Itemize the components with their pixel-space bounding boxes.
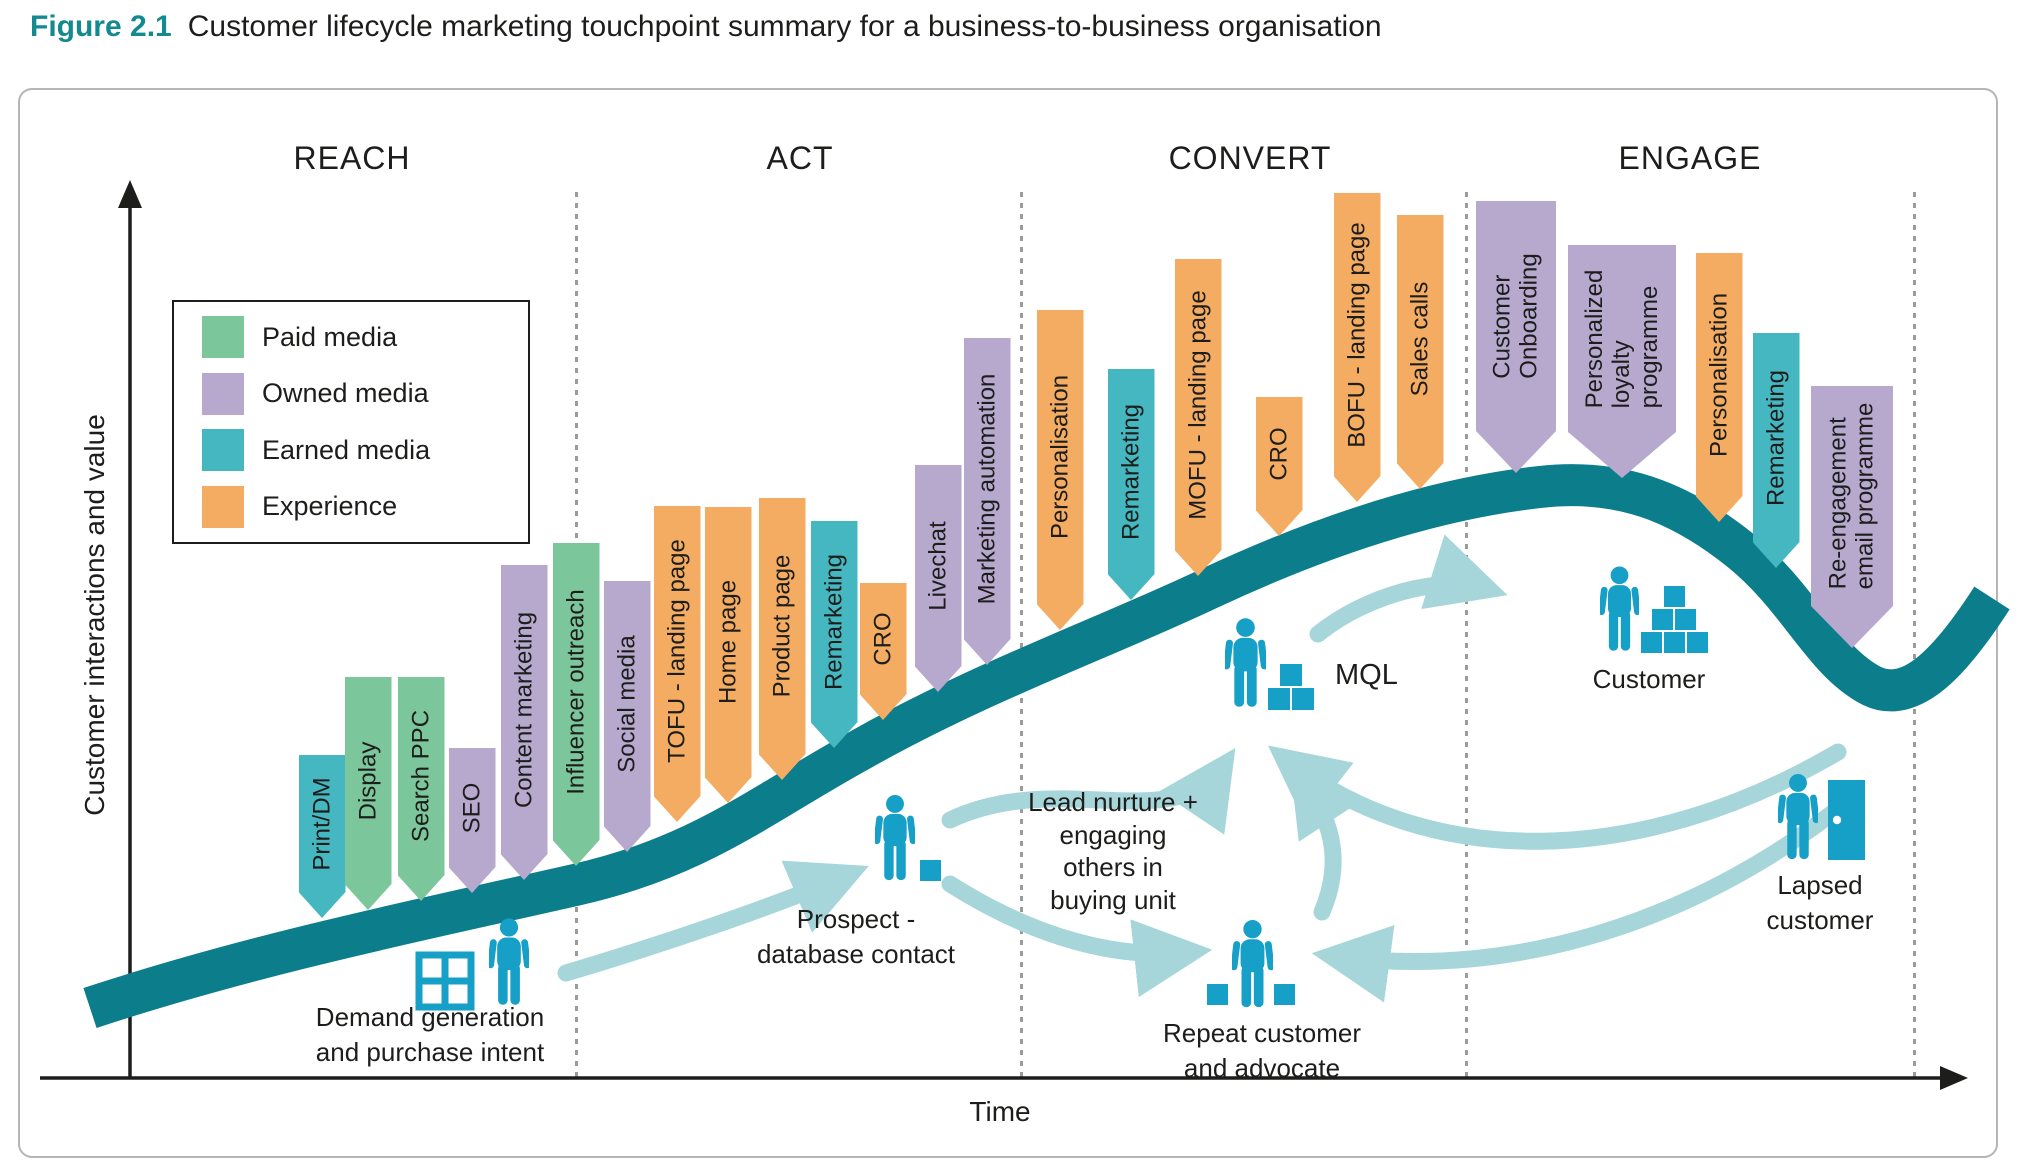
touchpoint-banner: MOFU - landing page bbox=[1175, 259, 1222, 576]
touchpoint-banner: Re-engagement email programme bbox=[1811, 386, 1893, 648]
legend-label: Experience bbox=[262, 491, 398, 522]
touchpoint-banner: Search PPC bbox=[398, 677, 445, 901]
legend-item: Experience bbox=[202, 485, 528, 528]
touchpoint-label: Content marketing bbox=[510, 611, 538, 808]
touchpoint-banner: CRO bbox=[1256, 397, 1303, 536]
phase-header-convert: CONVERT bbox=[1168, 140, 1332, 176]
actor-label-demand-generation: Demand generation and purchase intent bbox=[315, 1002, 545, 1068]
touchpoint-label: Home page bbox=[714, 579, 742, 705]
touchpoint-label: BOFU - landing page bbox=[1343, 221, 1371, 448]
phase-header-engage: ENGAGE bbox=[1618, 140, 1762, 176]
legend-swatch-owned bbox=[202, 372, 244, 415]
touchpoint-banner: Personalized loyalty programme bbox=[1568, 245, 1676, 478]
touchpoint-banner: Remarketing bbox=[1753, 333, 1800, 568]
touchpoint-label: MOFU - landing page bbox=[1184, 289, 1212, 520]
touchpoint-banner: Product page bbox=[759, 498, 806, 780]
legend-label: Owned media bbox=[262, 378, 429, 409]
touchpoint-banner: Personalisation bbox=[1037, 310, 1084, 630]
touchpoint-label: Livechat bbox=[924, 520, 952, 611]
legend-label: Earned media bbox=[262, 434, 431, 465]
touchpoint-label: Print/DM bbox=[308, 776, 336, 871]
touchpoint-label: CRO bbox=[1265, 426, 1293, 481]
touchpoint-banner: Social media bbox=[604, 581, 651, 852]
touchpoint-banner: Personalisation bbox=[1696, 253, 1743, 522]
touchpoint-label: CRO bbox=[869, 611, 897, 666]
touchpoint-banner: Marketing automation bbox=[964, 338, 1011, 665]
phase-divider bbox=[1020, 192, 1023, 1078]
touchpoint-banner: TOFU - landing page bbox=[654, 506, 701, 822]
touchpoint-label: Remarketing bbox=[1117, 403, 1145, 540]
touchpoint-banner: Livechat bbox=[915, 465, 962, 692]
touchpoint-banner: Home page bbox=[705, 507, 752, 803]
touchpoint-label: Influencer outreach bbox=[562, 588, 590, 795]
touchpoint-label: Remarketing bbox=[820, 553, 848, 690]
legend: Paid media Owned media Earned media Experie… bbox=[172, 300, 530, 544]
legend-label: Paid media bbox=[262, 321, 398, 352]
lead-nurture-note: Lead nurture + engaging others in buying… bbox=[1028, 787, 1198, 915]
touchpoint-banner: Print/DM bbox=[299, 755, 346, 918]
touchpoint-banner: Content marketing bbox=[501, 565, 548, 880]
actor-label-lapsed-customer: Lapsed customer bbox=[1766, 870, 1874, 936]
phase-divider bbox=[1465, 192, 1468, 1078]
figure-caption: Customer lifecycle marketing touchpoint … bbox=[187, 10, 1382, 43]
touchpoint-label: Product page bbox=[768, 554, 796, 698]
actor-label-prospect: Prospect - database contact bbox=[756, 904, 956, 970]
legend-swatch-earned bbox=[202, 429, 244, 472]
touchpoint-label: Customer Onboarding bbox=[1488, 253, 1543, 379]
touchpoint-label: Social media bbox=[613, 634, 641, 773]
touchpoint-banner: Influencer outreach bbox=[553, 543, 600, 866]
legend-item: Earned media bbox=[202, 429, 528, 472]
touchpoint-banner: Display bbox=[345, 677, 392, 910]
touchpoint-label: Sales calls bbox=[1406, 281, 1434, 397]
legend-item: Owned media bbox=[202, 372, 528, 415]
phase-header-act: ACT bbox=[766, 140, 834, 176]
touchpoint-label: Marketing automation bbox=[973, 373, 1001, 604]
figure-title: Figure 2.1 Customer lifecycle marketing … bbox=[30, 10, 1382, 44]
phase-divider bbox=[1913, 192, 1916, 1078]
touchpoint-banner: Sales calls bbox=[1397, 215, 1444, 489]
phase-header-reach: REACH bbox=[293, 140, 411, 176]
touchpoint-label: Personalisation bbox=[1046, 374, 1074, 540]
touchpoint-banner: Remarketing bbox=[811, 521, 858, 748]
touchpoint-label: Search PPC bbox=[407, 709, 435, 843]
touchpoint-banner: CRO bbox=[860, 583, 907, 720]
touchpoint-banner: Remarketing bbox=[1108, 369, 1155, 600]
touchpoint-label: Personalisation bbox=[1705, 292, 1733, 457]
x-axis-label: Time bbox=[969, 1096, 1031, 1127]
touchpoint-label: Display bbox=[354, 741, 382, 820]
touchpoint-label: SEO bbox=[458, 782, 486, 833]
actor-label-customer: Customer bbox=[1592, 664, 1706, 694]
touchpoint-banner: Customer Onboarding bbox=[1476, 201, 1556, 473]
touchpoint-label: Re-engagement email programme bbox=[1824, 402, 1879, 590]
legend-item: Paid media bbox=[202, 316, 528, 359]
touchpoint-label: Remarketing bbox=[1762, 369, 1790, 506]
y-axis-label: Customer interactions and value bbox=[79, 414, 110, 816]
touchpoint-banner: BOFU - landing page bbox=[1334, 193, 1381, 502]
actor-label-repeat-customer: Repeat customer and advocate bbox=[1163, 1018, 1361, 1084]
touchpoint-banner: SEO bbox=[449, 748, 496, 893]
figure-number: Figure 2.1 bbox=[30, 10, 172, 43]
touchpoint-label: Personalized loyalty programme bbox=[1580, 269, 1663, 408]
touchpoint-label: TOFU - landing page bbox=[663, 539, 691, 763]
legend-swatch-experience bbox=[202, 485, 244, 528]
actor-label-mql: MQL bbox=[1335, 659, 1398, 691]
legend-swatch-paid bbox=[202, 316, 244, 359]
